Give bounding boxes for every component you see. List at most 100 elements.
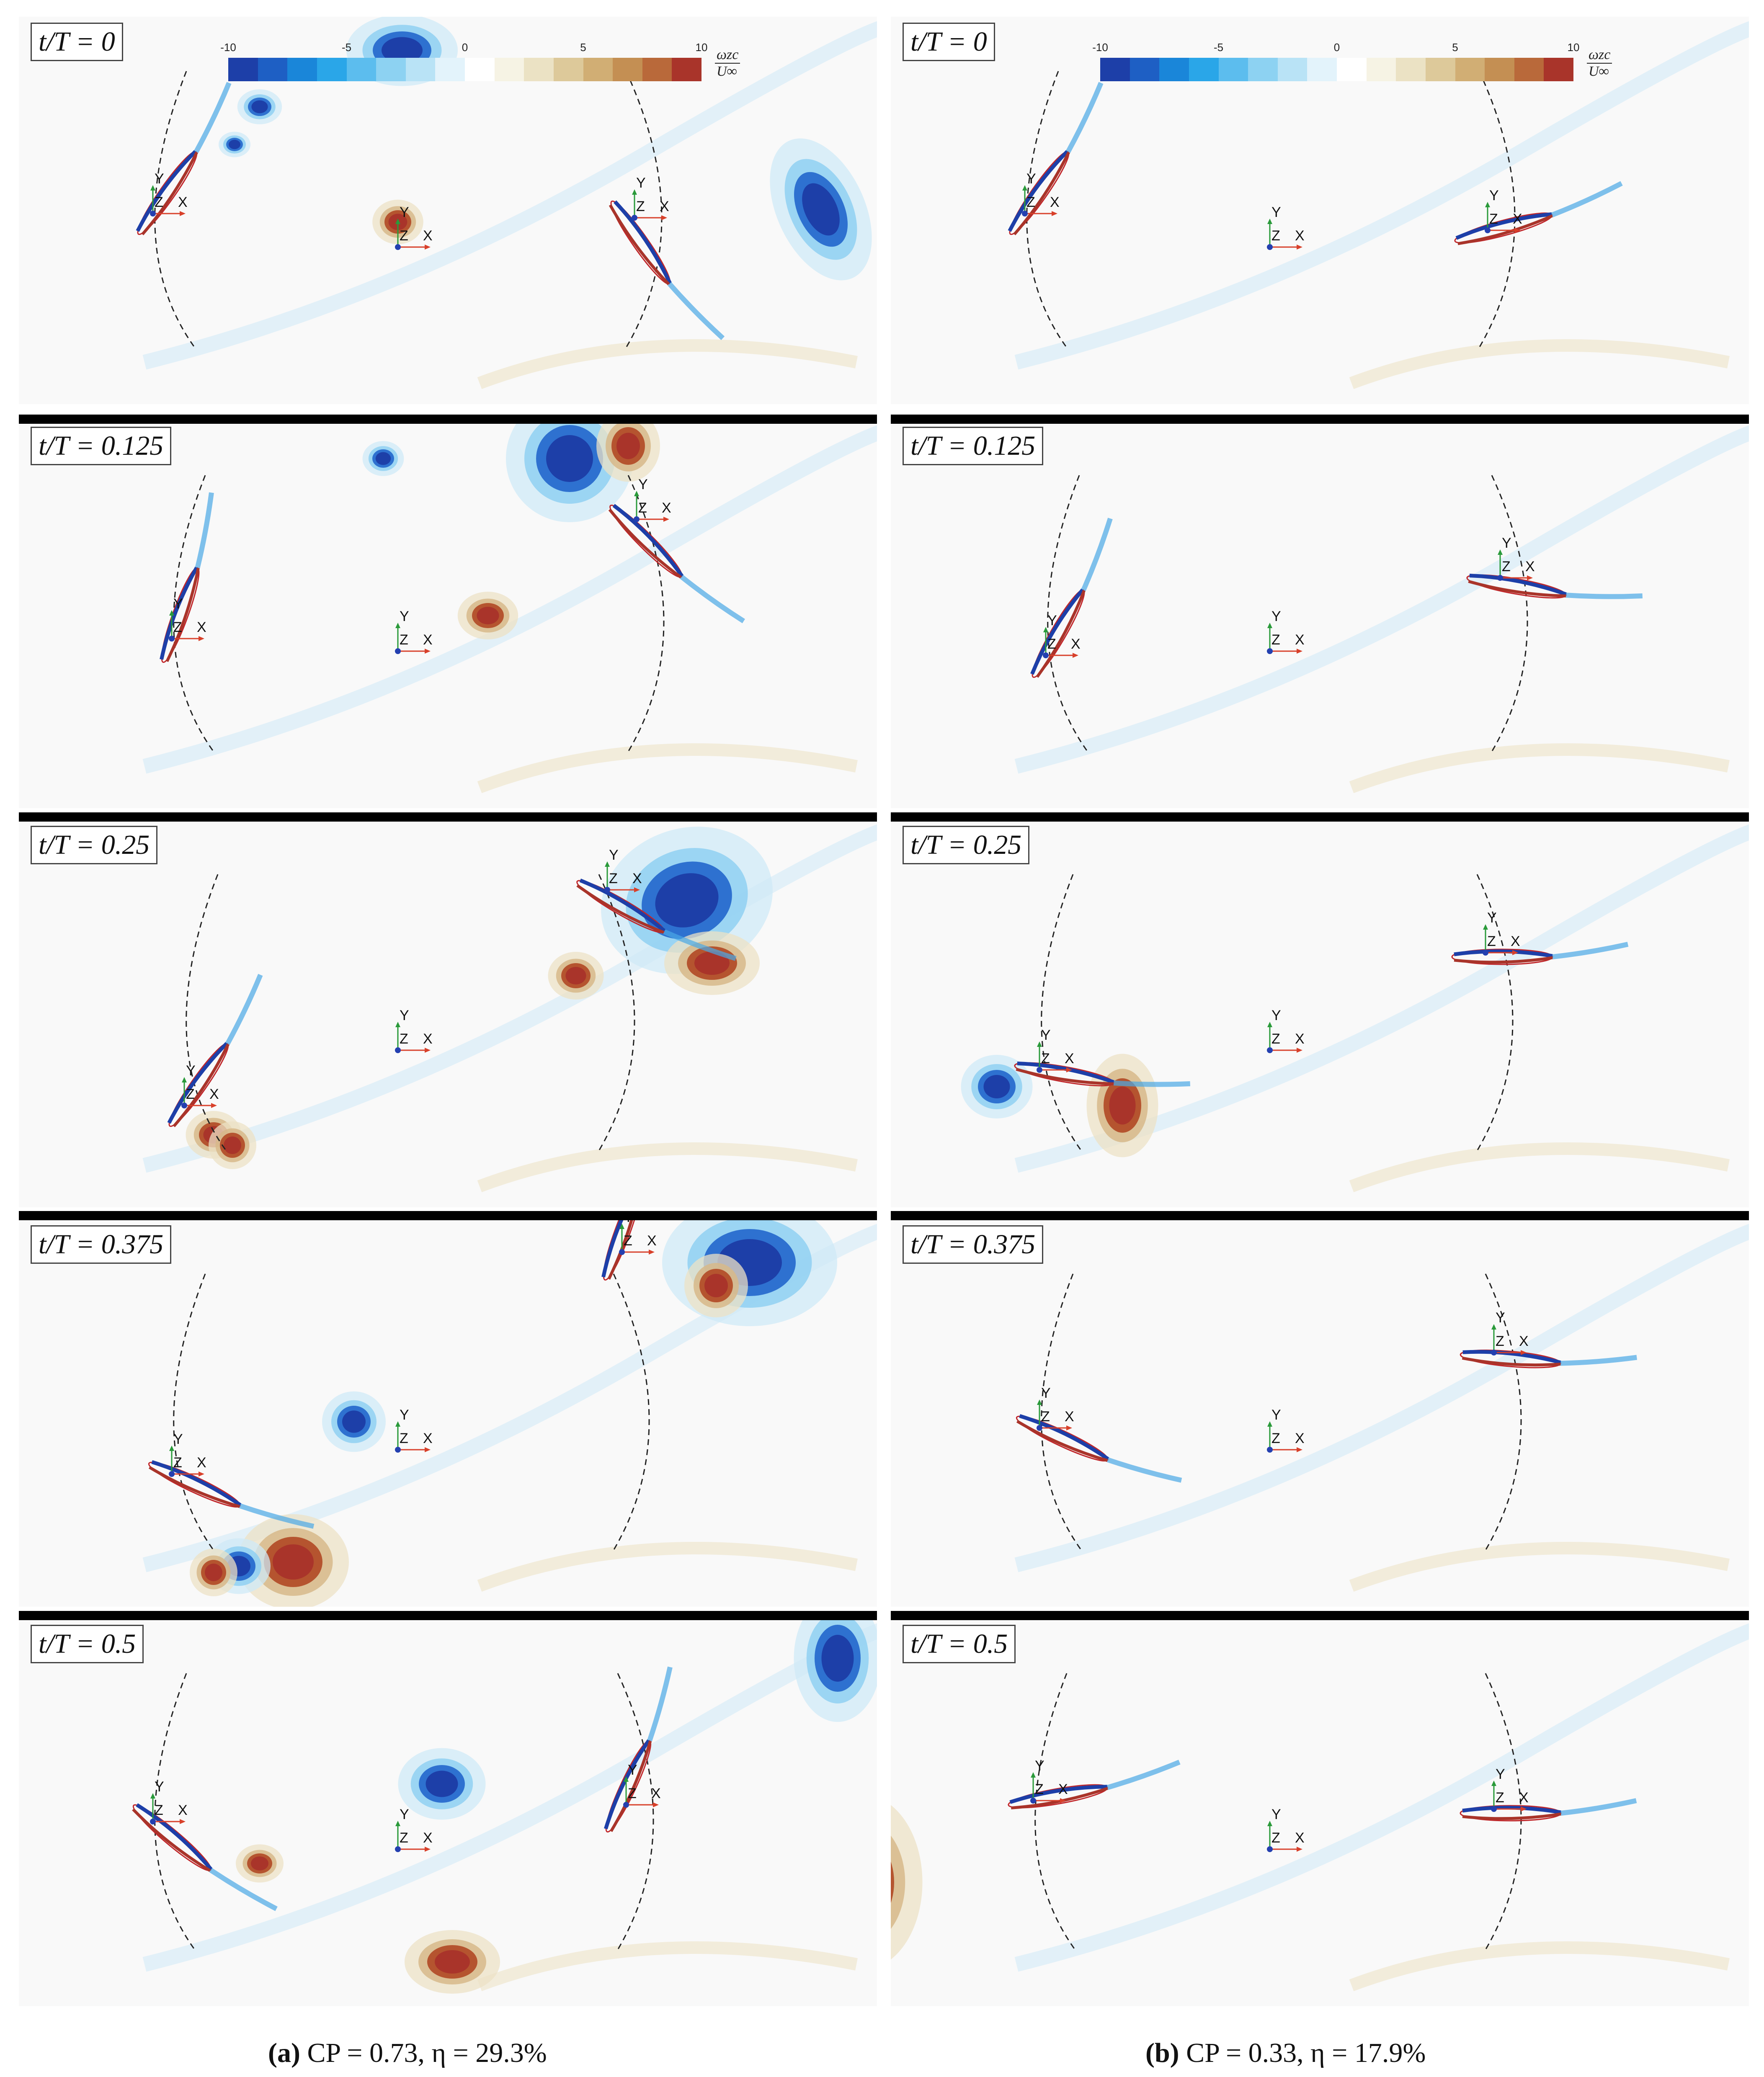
- rotor-center-axes: YZ X: [395, 1407, 433, 1453]
- colorbar-swatch: [642, 58, 672, 81]
- time-label: t/T = 0: [903, 23, 995, 61]
- axis-y-label: Y: [1271, 608, 1281, 624]
- colorbar-swatch: [287, 58, 317, 81]
- colorbar-swatch: [1425, 58, 1455, 81]
- positive-vortex: [209, 1121, 256, 1169]
- rotor-center-axes: YZ X: [395, 204, 433, 250]
- wake-streak: [142, 1623, 877, 1972]
- colorbar-tick: 0: [462, 41, 468, 54]
- wake-streak: [1014, 824, 1749, 1173]
- axis-x-label: X: [632, 871, 642, 886]
- axis-x-label: X: [178, 1802, 188, 1818]
- right-blade-foil: [1466, 574, 1643, 599]
- left-blade-foil: [160, 492, 214, 663]
- axis-y-label: Y: [155, 1779, 164, 1795]
- colorbar-swatch: [376, 58, 406, 81]
- left-blade-foil: [1016, 1414, 1182, 1483]
- axis-x-label: X: [423, 1830, 433, 1846]
- colorbar-swatch: [1218, 58, 1248, 81]
- left-blade-axes: YZ X: [1037, 1385, 1074, 1431]
- caption-b: (b) CP = 0.33, η = 17.9%: [1145, 2037, 1426, 2069]
- axis-z-label: Z: [1489, 211, 1498, 227]
- panel-separator: [891, 812, 1749, 822]
- axis-y-label: Y: [1502, 535, 1511, 551]
- axis-y-label: Y: [609, 847, 619, 863]
- panel-separator: [891, 415, 1749, 424]
- caption-text: CP = 0.73, η = 29.3%: [307, 2038, 547, 2068]
- axis-z-label: Z: [1271, 1430, 1280, 1446]
- axis-z-label: Z: [400, 1830, 408, 1846]
- rotor-path-arc: [617, 1673, 654, 1950]
- left-blade-foil: [1014, 1062, 1191, 1087]
- axis-z-label: Z: [155, 194, 163, 210]
- axis-x-label: X: [660, 198, 669, 214]
- rotor-path-arc: [1485, 1673, 1522, 1950]
- time-label: t/T = 0.25: [31, 826, 158, 864]
- colorbar-swatch: [494, 58, 524, 81]
- time-label: t/T = 0.125: [31, 427, 172, 465]
- axis-y-label: Y: [636, 175, 646, 191]
- axis-x-label: X: [1065, 1051, 1074, 1067]
- axis-y-label: Y: [400, 608, 409, 624]
- axis-x-label: X: [423, 1031, 433, 1047]
- rotor-center-axes: YZ X: [395, 608, 433, 654]
- wake-streak: [1014, 21, 1749, 370]
- wake-streak: [477, 743, 858, 794]
- colorbar-swatch: [1337, 58, 1367, 81]
- panel-separator: [19, 1211, 877, 1220]
- axis-y-label: Y: [186, 1063, 196, 1079]
- negative-vortex: [362, 441, 404, 476]
- caption-letter: (b): [1145, 2038, 1179, 2068]
- axis-x-label: X: [1519, 1790, 1529, 1806]
- colorbar-tick: 10: [695, 41, 708, 54]
- axis-x-label: X: [209, 1086, 219, 1102]
- right-blade-foil: [604, 1666, 673, 1833]
- axis-z-label: Z: [155, 1802, 163, 1818]
- left-blade-foil: [136, 82, 232, 235]
- positive-vortex: [457, 592, 518, 639]
- time-label: t/T = 0.5: [903, 1625, 1016, 1663]
- colorbar-swatch: [346, 58, 377, 81]
- wake-streak: [1014, 1224, 1749, 1572]
- colorbar-swatch: [228, 58, 258, 81]
- positive-vortex: [236, 1844, 284, 1883]
- axis-y-label: Y: [1496, 1766, 1505, 1782]
- colorbar-swatch: [1514, 58, 1544, 81]
- positive-vortex: [664, 931, 760, 995]
- negative-vortex: [961, 1055, 1033, 1118]
- axis-z-label: Z: [1026, 194, 1035, 210]
- axis-x-label: X: [651, 1786, 661, 1801]
- time-label: t/T = 0.375: [903, 1225, 1044, 1264]
- colorbar-swatch: [317, 58, 347, 81]
- axis-x-label: X: [1295, 1830, 1305, 1846]
- axis-x-label: X: [197, 1455, 206, 1471]
- rotor-center-axes: YZ X: [1267, 608, 1305, 654]
- axis-x-label: X: [1050, 194, 1060, 210]
- left-blade-axes: YZ X: [1030, 1758, 1068, 1804]
- axis-y-label: Y: [1035, 1758, 1044, 1774]
- wake-streak: [1349, 339, 1730, 389]
- positive-vortex: [684, 1254, 748, 1317]
- colorbar-swatch: [1130, 58, 1160, 81]
- left-blade-axes: YZ X: [1043, 613, 1081, 658]
- axis-z-label: Z: [173, 1455, 182, 1471]
- colorbar-swatch: [258, 58, 288, 81]
- negative-vortex: [237, 89, 282, 124]
- rotor-path-arc: [627, 475, 665, 752]
- colorbar-swatch: [1366, 58, 1396, 81]
- rotor-center-axes: YZ X: [395, 1008, 433, 1053]
